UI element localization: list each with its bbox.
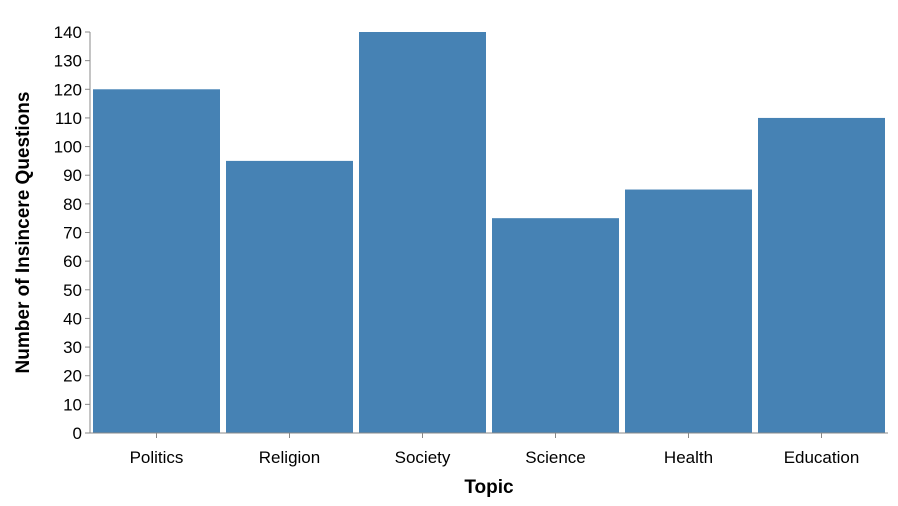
- x-axis: Politics Religion Society Science Health Educ…: [90, 432, 888, 467]
- y-tick-label: 10: [63, 395, 82, 414]
- x-tick-label: Education: [784, 448, 860, 467]
- y-tick-label: 40: [63, 309, 82, 328]
- x-axis-title: Topic: [464, 477, 514, 498]
- x-tick-label: Society: [395, 448, 451, 467]
- y-axis: 0 10 20 30 40 50 60 70 80 90 100 110 120 130 140: [54, 23, 91, 443]
- bar-education: [758, 117, 885, 433]
- y-axis-title: Number of Insincere Questions: [13, 92, 34, 374]
- y-tick-label: 90: [63, 166, 82, 185]
- y-tick-label: 70: [63, 224, 82, 243]
- y-tick-label: 60: [63, 252, 82, 271]
- y-tick-label: 100: [54, 138, 82, 157]
- bar-religion: [226, 160, 353, 433]
- y-tick-label: 130: [54, 52, 82, 71]
- x-tick-label: Science: [525, 448, 585, 467]
- y-tick-label: 20: [63, 367, 82, 386]
- y-tick-label: 0: [73, 424, 82, 443]
- bar-health: [625, 189, 752, 433]
- y-tick-label: 120: [54, 80, 82, 99]
- bar-society: [359, 32, 486, 433]
- x-tick-label: Religion: [259, 448, 320, 467]
- y-tick-label: 30: [63, 338, 82, 357]
- y-tick-label: 80: [63, 195, 82, 214]
- x-tick-label: Health: [664, 448, 713, 467]
- bars-group: [93, 32, 885, 434]
- bar-science: [492, 218, 619, 433]
- bar-politics: [93, 89, 220, 434]
- x-tick-label: Politics: [130, 448, 184, 467]
- y-tick-label: 110: [55, 109, 82, 128]
- y-tick-label: 50: [63, 281, 82, 300]
- y-tick-label: 140: [54, 23, 82, 42]
